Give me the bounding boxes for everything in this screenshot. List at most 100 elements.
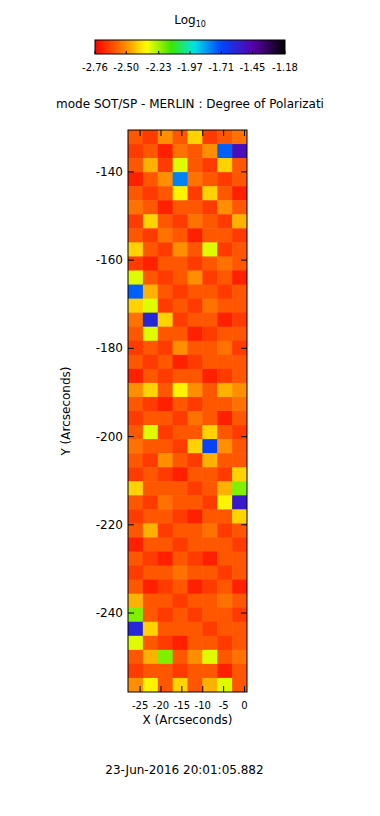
heatmap-cell: [143, 214, 158, 229]
heatmap-cell: [143, 256, 158, 271]
heatmap-cell: [188, 411, 203, 426]
heatmap-cell: [143, 481, 158, 496]
heatmap-cell: [173, 664, 188, 679]
heatmap-cell: [217, 313, 232, 328]
heatmap-cell: [202, 453, 217, 468]
heatmap-cell: [173, 355, 188, 370]
heatmap-cell: [158, 313, 173, 328]
heatmap-cell: [217, 144, 232, 159]
heatmap-cell: [143, 650, 158, 665]
heatmap-cell: [232, 439, 247, 454]
x-tick: [181, 130, 182, 136]
heatmap-cell: [158, 678, 173, 692]
heatmap-cell: [173, 481, 188, 496]
heatmap-cell: [202, 327, 217, 342]
colorbar-tick-label: -1.71: [208, 62, 234, 73]
heatmap-cell: [143, 228, 158, 243]
heatmap-cell: [188, 299, 203, 314]
colorbar-tick: [252, 51, 253, 54]
heatmap-cell: [128, 383, 143, 398]
heatmap-cell: [128, 566, 143, 581]
heatmap-cell: [202, 495, 217, 510]
heatmap-cell: [202, 523, 217, 538]
heatmap-cell: [173, 341, 188, 356]
heatmap-cell: [143, 566, 158, 581]
heatmap-cell: [217, 397, 232, 412]
heatmap-cell: [173, 172, 188, 187]
heatmap-cell: [232, 594, 247, 609]
heatmap-cell: [128, 327, 143, 342]
heatmap-cell: [128, 313, 143, 328]
y-tick: [241, 436, 247, 437]
colorbar-tick: [221, 51, 222, 54]
heatmap-cell: [173, 650, 188, 665]
heatmap-cell: [217, 537, 232, 552]
heatmap-cell: [232, 158, 247, 173]
colorbar-tick: [126, 51, 127, 54]
chart: Log10-2.76-2.50-2.23-1.97-1.71-1.45-1.18…: [0, 0, 380, 816]
heatmap-cell: [128, 186, 143, 201]
heatmap-cell: [217, 650, 232, 665]
heatmap-cell: [143, 271, 158, 286]
heatmap-cell: [188, 594, 203, 609]
heatmap-cell: [232, 664, 247, 679]
heatmap-cell: [202, 397, 217, 412]
heatmap-cell: [143, 580, 158, 595]
heatmap-cell: [128, 397, 143, 412]
heatmap-cell: [173, 158, 188, 173]
heatmap-cell: [188, 509, 203, 524]
heatmap-cell: [173, 523, 188, 538]
heatmap-cells: [128, 130, 247, 692]
heatmap-cell: [128, 594, 143, 609]
heatmap-cell: [158, 411, 173, 426]
heatmap-cell: [128, 355, 143, 370]
colorbar-tick-label: -2.76: [82, 62, 108, 73]
y-tick: [241, 260, 247, 261]
y-tick-label: -240: [96, 606, 123, 620]
heatmap-cell: [158, 256, 173, 271]
heatmap-cell: [232, 341, 247, 356]
heatmap-cell: [143, 144, 158, 159]
heatmap-cell: [128, 299, 143, 314]
heatmap-cell: [128, 467, 143, 482]
heatmap-cell: [188, 327, 203, 342]
heatmap-cell: [188, 580, 203, 595]
heatmap-cell: [202, 594, 217, 609]
heatmap-cell: [217, 285, 232, 300]
heatmap-cell: [217, 523, 232, 538]
colorbar-tick-label: -1.97: [177, 62, 203, 73]
x-tick: [244, 686, 245, 692]
heatmap-cell: [217, 256, 232, 271]
colorbar-tick: [285, 51, 286, 54]
heatmap-cell: [158, 158, 173, 173]
heatmap-cell: [173, 313, 188, 328]
heatmap-cell: [158, 172, 173, 187]
heatmap-cell: [217, 369, 232, 384]
colorbar-tick-label: -2.50: [113, 62, 139, 73]
heatmap-cell: [158, 594, 173, 609]
x-tick: [202, 686, 203, 692]
colorbar-title-part: 10: [196, 20, 206, 29]
heatmap-cell: [143, 523, 158, 538]
heatmap-cell: [128, 608, 143, 623]
heatmap-cell: [143, 622, 158, 637]
heatmap-cell: [173, 299, 188, 314]
y-tick: [241, 613, 247, 614]
heatmap-cell: [232, 552, 247, 567]
heatmap-cell: [188, 495, 203, 510]
x-tick-label: -15: [174, 700, 190, 711]
heatmap-cell: [232, 411, 247, 426]
heatmap-cell: [173, 566, 188, 581]
heatmap-cell: [143, 172, 158, 187]
y-tick-label: -200: [96, 430, 123, 444]
heatmap-cell: [202, 467, 217, 482]
heatmap-cell: [232, 369, 247, 384]
heatmap-cell: [158, 537, 173, 552]
heatmap-cell: [232, 186, 247, 201]
heatmap-cell: [128, 172, 143, 187]
heatmap-cell: [158, 650, 173, 665]
y-tick: [128, 436, 134, 437]
heatmap-cell: [128, 256, 143, 271]
heatmap-cell: [158, 214, 173, 229]
x-tick: [223, 686, 224, 692]
